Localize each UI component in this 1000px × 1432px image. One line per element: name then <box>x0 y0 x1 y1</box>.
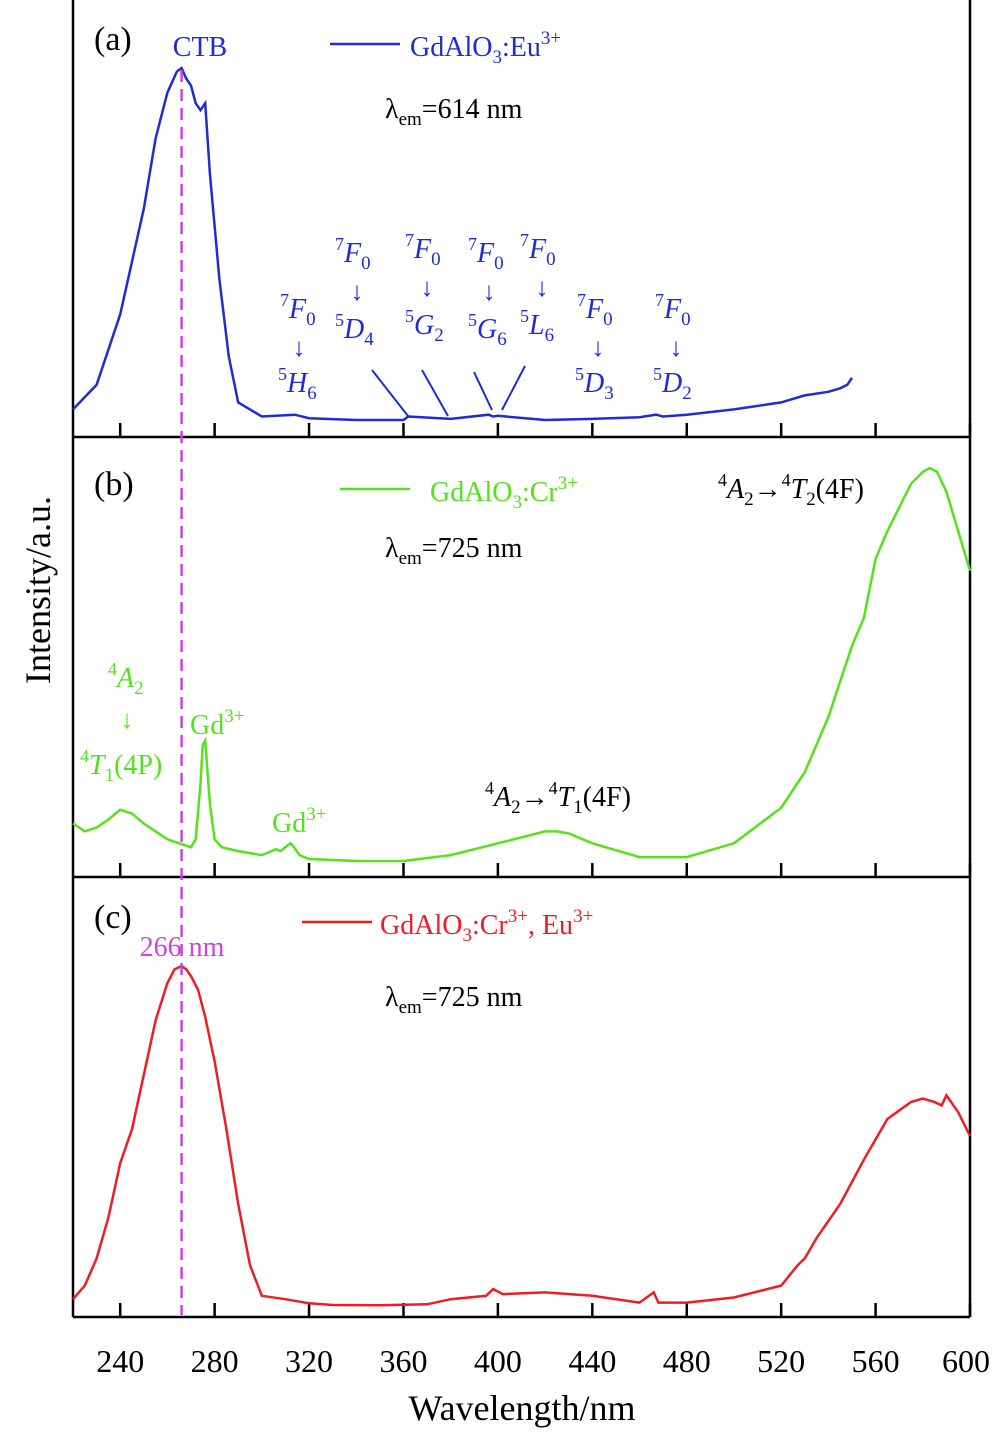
leader-lines-a <box>371 365 526 417</box>
x-tick-label-560: 560 <box>852 1343 900 1379</box>
lambda-em-c: λem=725 nm <box>385 982 523 1018</box>
series-line-gdalo3-eu <box>72 66 854 422</box>
label-gd3-minor: Gd3+ <box>272 804 326 839</box>
transition-5d2-upper: 7F0 <box>655 290 691 330</box>
transition-4t1-4f-label: 4A2→4T1(4F) <box>485 778 631 818</box>
label-4t1-4p: 4T1(4P) <box>80 746 162 786</box>
x-ticks <box>118 423 972 1317</box>
arrow-5d2: ↓ <box>670 333 683 362</box>
legend-text-c: GdAlO3:Cr3+, Eu3+ <box>380 906 593 946</box>
series-line-gdalo3-cr-eu <box>72 964 972 1307</box>
panel-label-c: (c) <box>94 899 132 936</box>
transition-5d3-lower: 5D3 <box>575 364 614 404</box>
x-tick-label-360: 360 <box>379 1343 427 1379</box>
panel-label-a: (a) <box>94 21 132 58</box>
panel-label-b: (b) <box>94 466 134 503</box>
leader-5g6 <box>473 371 493 411</box>
transition-5g2-upper: 7F0 <box>405 230 441 270</box>
lambda-em-a: λem=614 nm <box>385 94 523 130</box>
arrow-5h6: ↓ <box>293 333 306 362</box>
ctb-label: CTB <box>173 32 227 63</box>
x-axis-label: Wavelength/nm <box>408 1388 635 1428</box>
transition-5l6-upper: 7F0 <box>520 230 556 270</box>
transition-5l6-lower: 5L6 <box>520 306 554 346</box>
transition-5g6-upper: 7F0 <box>468 234 504 274</box>
y-axis-label: Intensity/a.u. <box>18 496 58 684</box>
transition-5d4-upper: 7F0 <box>335 234 371 274</box>
series-line-gdalo3-cr <box>72 466 972 863</box>
x-tick-label-480: 480 <box>663 1343 711 1379</box>
label-gd3-major: Gd3+ <box>190 706 244 741</box>
x-tick-label-440: 440 <box>568 1343 616 1379</box>
leader-5d4 <box>371 369 409 417</box>
transition-5h6-lower: 5H6 <box>278 364 317 404</box>
legend-text-b: GdAlO3:Cr3+ <box>430 473 578 513</box>
transition-5h6-upper: 7F0 <box>280 290 316 330</box>
x-tick-label-280: 280 <box>191 1343 239 1379</box>
transition-5d2-lower: 5D2 <box>653 364 692 404</box>
lambda-em-b: λem=725 nm <box>385 533 523 569</box>
arrow-5l6: ↓ <box>536 273 549 302</box>
transition-4t2-label: 4A2→4T2(4F) <box>718 470 864 510</box>
transition-5g2-lower: 5G2 <box>405 306 444 346</box>
arrow-5g6: ↓ <box>483 277 496 306</box>
x-tick-label-400: 400 <box>474 1343 522 1379</box>
transition-labels-a: 7F0 ↓ 5H6 7F0 ↓ 5D4 7F0 ↓ 5G2 7F0 ↓ 5G6 … <box>278 230 692 404</box>
guide-label-266: 266 nm <box>140 932 225 963</box>
transition-5d4-lower: 5D4 <box>335 310 374 350</box>
axes-frame <box>71 0 972 1319</box>
transition-5g6-lower: 5G6 <box>468 310 507 350</box>
leader-5l6 <box>501 365 526 411</box>
x-tick-label-320: 320 <box>285 1343 333 1379</box>
x-tick-labels: 240 280 320 360 400 440 480 520 560 600 <box>96 1343 990 1379</box>
x-tick-label-520: 520 <box>757 1343 805 1379</box>
legend-text-a: GdAlO3:Eu3+ <box>410 28 561 68</box>
arrow-5g2: ↓ <box>421 273 434 302</box>
x-tick-label-600: 600 <box>942 1343 990 1379</box>
arrow-5d4: ↓ <box>351 277 364 306</box>
arrow-5d3: ↓ <box>592 333 605 362</box>
arrow-4a2: ↓ <box>121 705 134 734</box>
leader-5g2 <box>421 369 449 417</box>
x-tick-label-240: 240 <box>96 1343 144 1379</box>
label-4a2: 4A2 <box>108 659 144 699</box>
transition-5d3-upper: 7F0 <box>577 290 613 330</box>
